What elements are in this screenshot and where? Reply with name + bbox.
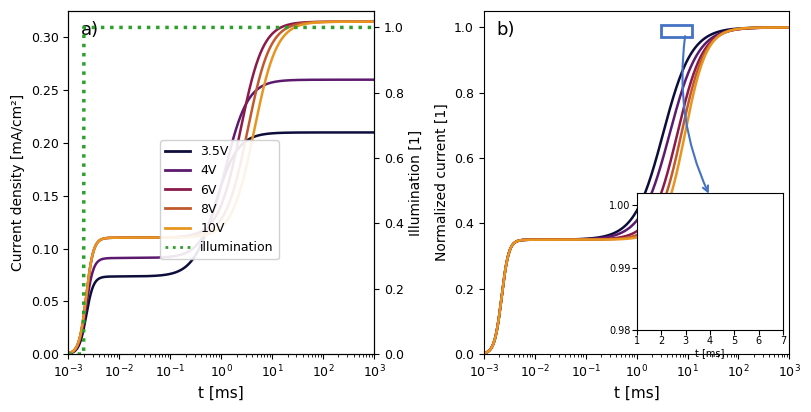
Y-axis label: Current density [mA/cm²]: Current density [mA/cm²] xyxy=(11,94,25,271)
Line: 8V: 8V xyxy=(68,22,374,353)
Bar xyxy=(660,25,691,37)
illumination xyxy=(330,25,340,30)
8V xyxy=(363,19,372,24)
6V xyxy=(363,19,372,24)
4V xyxy=(330,77,340,82)
4V xyxy=(98,256,108,261)
illumination xyxy=(181,25,191,30)
Legend: 3.5V, 4V, 6V, 8V, 10V, illumination: 3.5V, 4V, 6V, 8V, 10V, illumination xyxy=(160,140,278,259)
10V xyxy=(63,351,73,356)
illumination xyxy=(117,25,127,30)
X-axis label: t [ms]: t [ms] xyxy=(613,386,659,401)
X-axis label: t [ms]: t [ms] xyxy=(198,386,244,401)
illumination xyxy=(98,25,108,30)
Line: illumination: illumination xyxy=(68,28,374,354)
Line: 4V: 4V xyxy=(68,80,374,353)
4V xyxy=(63,351,73,356)
4V xyxy=(369,77,379,82)
3.5V xyxy=(330,130,340,135)
8V xyxy=(116,235,126,240)
6V xyxy=(116,235,126,240)
illumination xyxy=(363,25,372,30)
10V xyxy=(116,235,126,240)
Line: 6V: 6V xyxy=(68,22,374,353)
Y-axis label: Normalized current [1]: Normalized current [1] xyxy=(434,104,448,262)
illumination xyxy=(194,25,204,30)
Line: 3.5V: 3.5V xyxy=(68,132,374,353)
10V xyxy=(98,236,108,241)
3.5V xyxy=(194,247,204,252)
illumination xyxy=(369,25,379,30)
Text: b): b) xyxy=(496,21,514,40)
10V xyxy=(330,19,340,24)
8V xyxy=(181,234,191,239)
3.5V xyxy=(181,265,191,269)
illumination xyxy=(63,351,73,356)
6V xyxy=(194,230,204,235)
3.5V xyxy=(116,274,126,279)
3.5V xyxy=(98,275,108,280)
10V xyxy=(369,19,379,24)
6V xyxy=(369,19,379,24)
6V xyxy=(98,236,108,241)
3.5V xyxy=(63,351,73,356)
Y-axis label: Illumination [1]: Illumination [1] xyxy=(409,129,423,236)
illumination xyxy=(79,25,88,30)
6V xyxy=(181,234,191,239)
10V xyxy=(181,235,191,240)
10V xyxy=(363,19,372,24)
8V xyxy=(98,236,108,241)
6V xyxy=(330,19,340,24)
10V xyxy=(194,234,204,239)
4V xyxy=(181,250,191,255)
3.5V xyxy=(363,130,372,135)
8V xyxy=(63,351,73,356)
Line: 10V: 10V xyxy=(68,22,374,353)
4V xyxy=(116,255,126,260)
3.5V xyxy=(369,130,379,135)
4V xyxy=(194,240,204,245)
4V xyxy=(363,77,372,82)
8V xyxy=(369,19,379,24)
Text: a): a) xyxy=(80,21,99,40)
6V xyxy=(63,351,73,356)
8V xyxy=(194,232,204,237)
8V xyxy=(330,19,340,24)
